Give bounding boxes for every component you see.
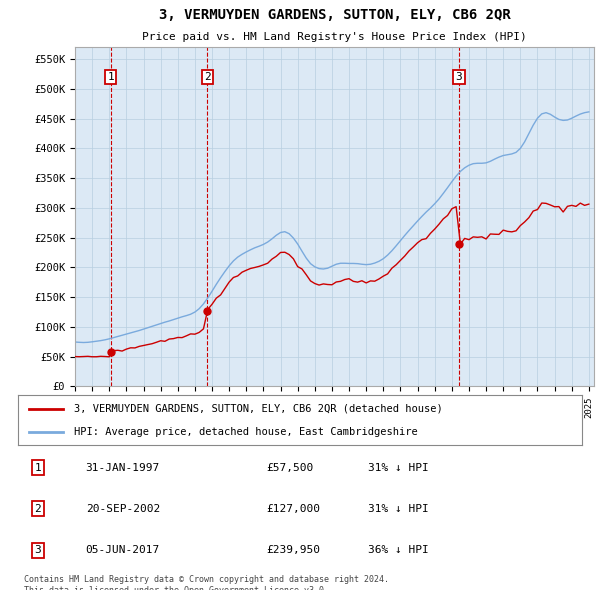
- Text: £127,000: £127,000: [266, 504, 320, 514]
- Text: 31% ↓ HPI: 31% ↓ HPI: [368, 463, 428, 473]
- Text: 31-JAN-1997: 31-JAN-1997: [86, 463, 160, 473]
- Text: HPI: Average price, detached house, East Cambridgeshire: HPI: Average price, detached house, East…: [74, 427, 418, 437]
- Text: 3, VERMUYDEN GARDENS, SUTTON, ELY, CB6 2QR (detached house): 3, VERMUYDEN GARDENS, SUTTON, ELY, CB6 2…: [74, 404, 443, 414]
- Text: 31% ↓ HPI: 31% ↓ HPI: [368, 504, 428, 514]
- Text: 3, VERMUYDEN GARDENS, SUTTON, ELY, CB6 2QR: 3, VERMUYDEN GARDENS, SUTTON, ELY, CB6 2…: [158, 8, 511, 22]
- Text: £57,500: £57,500: [266, 463, 313, 473]
- Text: 20-SEP-2002: 20-SEP-2002: [86, 504, 160, 514]
- Text: 05-JUN-2017: 05-JUN-2017: [86, 545, 160, 555]
- Text: 1: 1: [34, 463, 41, 473]
- Text: 2: 2: [34, 504, 41, 514]
- Text: £239,950: £239,950: [266, 545, 320, 555]
- Text: Contains HM Land Registry data © Crown copyright and database right 2024.
This d: Contains HM Land Registry data © Crown c…: [24, 575, 389, 590]
- Text: 1: 1: [107, 72, 114, 82]
- Text: 36% ↓ HPI: 36% ↓ HPI: [368, 545, 428, 555]
- Text: 3: 3: [34, 545, 41, 555]
- Text: 3: 3: [455, 72, 463, 82]
- Text: Price paid vs. HM Land Registry's House Price Index (HPI): Price paid vs. HM Land Registry's House …: [142, 32, 527, 42]
- Text: 2: 2: [204, 72, 211, 82]
